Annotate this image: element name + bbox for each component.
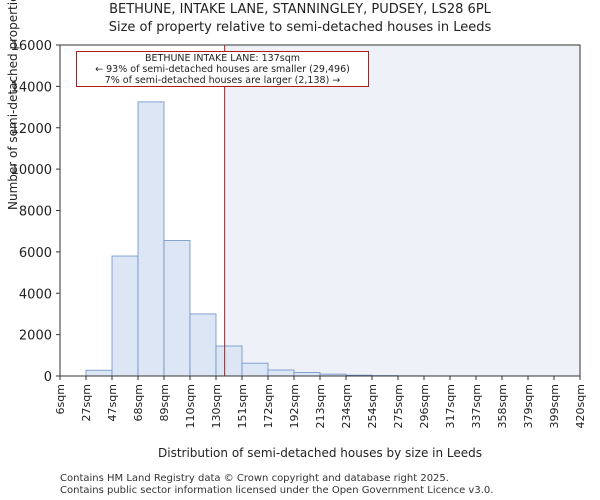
- y-tick-label: 12000: [11, 122, 52, 137]
- bar-110sqm: [189, 313, 217, 377]
- bar-151sqm: [241, 362, 269, 377]
- footer-line-2: Contains public sector information licen…: [60, 485, 494, 496]
- bar-27sqm: [85, 369, 113, 377]
- bar-172sqm: [267, 369, 295, 377]
- y-axis-label: Number of semi-detached properties: [6, 0, 20, 210]
- bar-130sqm: [215, 345, 243, 377]
- x-tick-label: 213sqm: [314, 384, 327, 428]
- x-tick-label: 110sqm: [184, 384, 197, 428]
- annotation-line-2: ← 93% of semi-detached houses are smalle…: [95, 64, 350, 75]
- y-tick-label: 4000: [19, 287, 52, 302]
- x-axis-label: Distribution of semi-detached houses by …: [158, 446, 482, 460]
- y-tick-label: 8000: [19, 205, 52, 220]
- chart-title: BETHUNE, INTAKE LANE, STANNINGLEY, PUDSE…: [109, 2, 491, 17]
- bar-89sqm: [163, 240, 191, 377]
- annotation-box: BETHUNE INTAKE LANE: 137sqm ← 93% of sem…: [76, 51, 369, 87]
- larger-region-shade: [224, 45, 580, 376]
- x-tick-label: 358sqm: [496, 384, 509, 428]
- x-tick-label: 130sqm: [210, 384, 223, 428]
- x-tick-label: 420sqm: [574, 384, 587, 428]
- x-tick-label: 172sqm: [262, 384, 275, 428]
- annotation-line-3: 7% of semi-detached houses are larger (2…: [104, 75, 341, 86]
- bar-68sqm: [137, 101, 165, 377]
- x-tick-label: 6sqm: [54, 384, 67, 414]
- x-tick-label: 151sqm: [236, 384, 249, 428]
- y-tick-label: 0: [44, 370, 52, 385]
- x-tick-label: 296sqm: [418, 384, 431, 428]
- x-tick-label: 68sqm: [132, 384, 145, 421]
- x-tick-label: 337sqm: [470, 384, 483, 428]
- x-tick-label: 275sqm: [392, 384, 405, 428]
- x-tick-label: 254sqm: [366, 384, 379, 428]
- chart-subtitle: Size of property relative to semi-detach…: [108, 20, 492, 35]
- y-tick-label: 16000: [11, 39, 52, 54]
- x-tick-label: 234sqm: [340, 384, 353, 428]
- x-tick-label: 317sqm: [444, 384, 457, 428]
- bar-47sqm: [111, 255, 139, 377]
- x-tick-label: 89sqm: [158, 384, 171, 421]
- y-tick-label: 6000: [19, 246, 52, 261]
- x-tick-label: 192sqm: [288, 384, 301, 428]
- y-tick-label: 10000: [11, 163, 52, 178]
- x-tick-label: 27sqm: [80, 384, 93, 421]
- x-tick-label: 47sqm: [106, 384, 119, 421]
- x-tick-label: 379sqm: [522, 384, 535, 428]
- footer-line-1: Contains HM Land Registry data © Crown c…: [60, 473, 449, 484]
- x-tick-label: 399sqm: [548, 384, 561, 428]
- y-tick-label: 2000: [19, 329, 52, 344]
- y-tick-label: 14000: [11, 80, 52, 95]
- bar-192sqm: [293, 372, 321, 377]
- annotation-line-1: BETHUNE INTAKE LANE: 137sqm: [145, 53, 300, 64]
